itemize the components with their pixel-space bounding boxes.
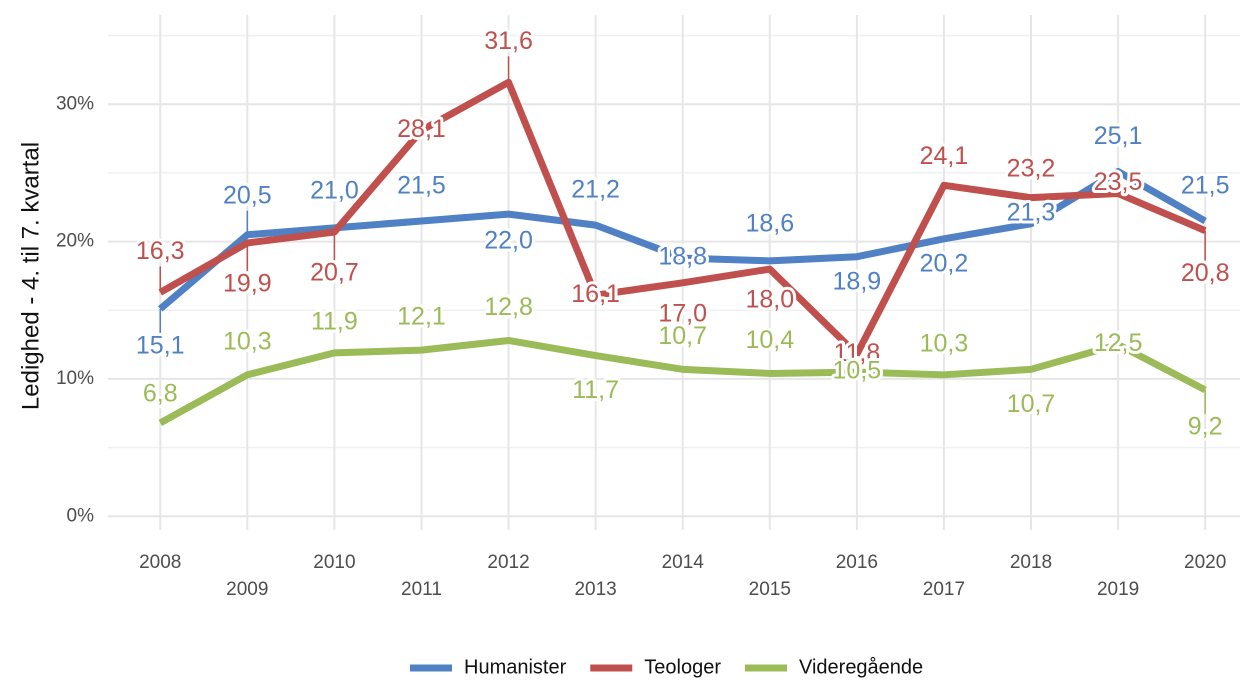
x-tick-label: 2012 (487, 552, 529, 573)
data-label: 18,0 (745, 286, 794, 314)
data-label: 6,8 (143, 379, 178, 407)
data-label: 25,1 (1094, 122, 1143, 150)
y-tick-label: 0% (67, 505, 95, 526)
x-tick-label: 2019 (1097, 579, 1139, 600)
data-label: 11,8 (833, 339, 880, 367)
data-label: 18,9 (833, 267, 882, 295)
data-label: 20,5 (223, 181, 272, 209)
data-label: 17,0 (658, 299, 707, 327)
data-label: 22,0 (484, 227, 533, 255)
data-label: 20,8 (1181, 259, 1230, 287)
y-axis-title: Ledighed - 4. til 7. kvartal (17, 142, 44, 410)
data-label: 18,6 (745, 209, 794, 237)
data-label: 20,7 (310, 259, 359, 287)
data-label: 11,7 (572, 376, 619, 404)
data-label: 10,3 (920, 329, 969, 357)
data-label: 16,3 (136, 237, 185, 265)
data-label: 21,2 (571, 176, 620, 204)
data-label: 24,1 (920, 142, 969, 170)
data-label: 16,1 (571, 280, 620, 308)
data-label: 28,1 (397, 115, 446, 143)
x-tick-label: 2008 (139, 552, 181, 573)
data-label: 19,9 (223, 270, 272, 298)
x-tick-label: 2011 (401, 579, 442, 600)
data-label: 18,8 (658, 243, 707, 271)
y-tick-label: 30% (56, 93, 94, 114)
x-tick-label: 2009 (226, 579, 268, 600)
data-label: 9,2 (1188, 413, 1223, 441)
x-tick-label: 2020 (1184, 552, 1226, 573)
data-label: 12,8 (484, 293, 533, 321)
data-label: 21,3 (1007, 198, 1056, 226)
data-label: 20,2 (920, 249, 969, 277)
data-label: 23,2 (1007, 154, 1056, 182)
data-label: 21,5 (1181, 172, 1230, 200)
data-label: 10,7 (658, 322, 707, 350)
legend-label: Teologer (644, 656, 721, 678)
x-tick-label: 2018 (1010, 552, 1052, 573)
legend-label: Humanister (464, 656, 567, 678)
data-label: 12,5 (1094, 329, 1143, 357)
x-tick-label: 2010 (313, 552, 355, 573)
data-label: 10,4 (745, 326, 794, 354)
data-label: 21,0 (310, 176, 359, 204)
series-line (158, 336, 1207, 426)
data-label: 21,5 (397, 172, 446, 200)
y-tick-label: 20% (56, 231, 94, 252)
data-label: 15,1 (136, 332, 185, 360)
legend-label: Videregående (799, 656, 923, 678)
x-tick-label: 2015 (749, 579, 791, 600)
x-tick-label: 2017 (923, 579, 965, 600)
data-label: 31,6 (484, 27, 533, 55)
data-label: 10,3 (223, 327, 272, 355)
x-tick-label: 2013 (574, 579, 616, 600)
data-label: 10,7 (1007, 390, 1056, 418)
data-label: 12,1 (397, 303, 446, 331)
data-label: 10,5 (833, 357, 882, 385)
y-tick-label: 10% (56, 368, 94, 389)
x-tick-label: 2014 (662, 552, 705, 573)
x-tick-label: 2016 (836, 552, 878, 573)
data-label: 11,9 (311, 307, 358, 335)
data-label: 23,5 (1094, 168, 1143, 196)
